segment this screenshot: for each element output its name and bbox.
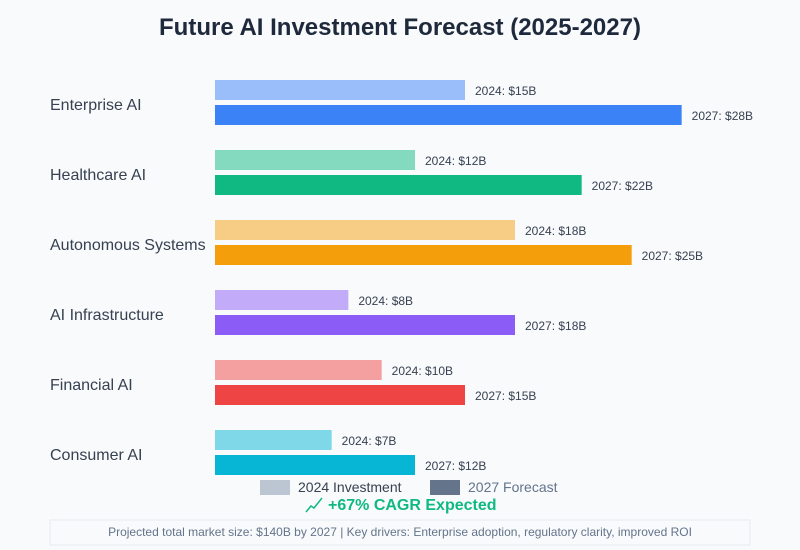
category-label: Consumer AI [50, 447, 142, 464]
category-label: AI Infrastructure [50, 307, 164, 324]
bar-2024 [215, 290, 349, 310]
bar-label-2027: 2027: $28B [692, 109, 753, 123]
bar-2027 [215, 385, 465, 405]
legend-swatch-2027 [430, 480, 460, 495]
bar-label-2027: 2027: $25B [642, 249, 703, 263]
bar-2027 [215, 455, 415, 475]
bar-2027 [215, 245, 632, 265]
bar-2027 [215, 175, 582, 195]
footer-box [49, 519, 751, 546]
legend-swatch-2024 [260, 480, 290, 495]
bar-label-2024: 2024: $8B [358, 294, 413, 308]
footer-text: Projected total market size: $140B by 20… [108, 525, 692, 539]
bar-label-2024: 2024: $18B [525, 224, 586, 238]
bar-label-2024: 2024: $15B [475, 84, 536, 98]
bar-label-2027: 2027: $12B [425, 459, 486, 473]
cagr-annotation: +67% CAGR Expected [305, 497, 497, 514]
bar-2027 [215, 105, 682, 125]
bar-2027 [215, 315, 515, 335]
legend-label-2027: 2027 Forecast [468, 479, 558, 495]
bar-label-2027: 2027: $22B [592, 179, 653, 193]
category-label: Enterprise AI [50, 97, 142, 114]
bar-label-2027: 2027: $15B [475, 389, 536, 403]
bar-label-2024: 2024: $10B [392, 364, 453, 378]
bar-2024 [215, 220, 515, 240]
legend-label-2024: 2024 Investment [298, 479, 402, 495]
bar-label-2024: 2024: $7B [342, 434, 397, 448]
trending-up-icon [305, 497, 323, 513]
bar-label-2027: 2027: $18B [525, 319, 586, 333]
bar-2024 [215, 360, 382, 380]
cagr-text: +67% CAGR Expected [328, 497, 497, 514]
bar-2024 [215, 150, 415, 170]
category-label: Autonomous Systems [50, 237, 206, 254]
chart-title: Future AI Investment Forecast (2025-2027… [159, 14, 641, 41]
category-label: Healthcare AI [50, 167, 146, 184]
bar-2024 [215, 80, 465, 100]
category-label: Financial AI [50, 377, 133, 394]
bar-2024 [215, 430, 332, 450]
bar-label-2024: 2024: $12B [425, 154, 486, 168]
